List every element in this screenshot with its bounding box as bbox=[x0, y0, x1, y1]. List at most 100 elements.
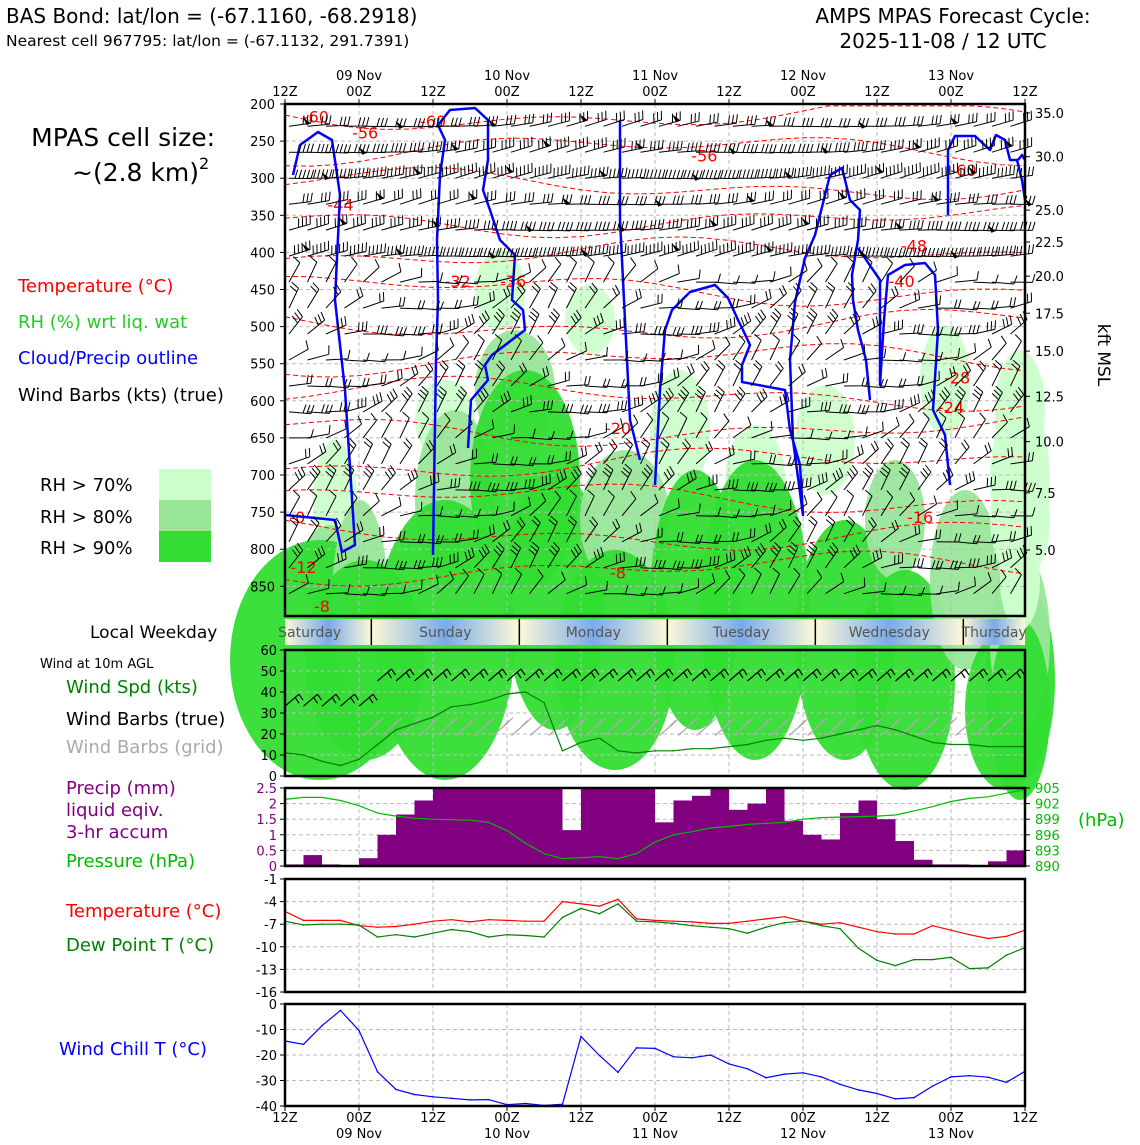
wind-barb bbox=[991, 548, 1013, 569]
dewpoint-line-point bbox=[524, 934, 527, 937]
wind-barb bbox=[806, 335, 823, 361]
true-wind-barb bbox=[710, 668, 729, 682]
precip-bar bbox=[507, 788, 526, 866]
wind-barb-pennant bbox=[635, 141, 644, 150]
wind-barb bbox=[584, 255, 595, 283]
wind-barb bbox=[455, 138, 479, 153]
cloud-outline bbox=[284, 130, 357, 554]
wind-barb bbox=[973, 553, 996, 569]
wind-barb bbox=[547, 221, 574, 232]
wind-barb bbox=[455, 386, 468, 413]
wind-barb bbox=[362, 189, 385, 205]
wind-chill-line-point bbox=[783, 1073, 786, 1075]
wind-barb bbox=[917, 370, 940, 387]
wind-barb bbox=[788, 214, 810, 231]
wind-barb bbox=[880, 585, 907, 596]
wind-barb bbox=[584, 580, 608, 595]
wind-barb bbox=[714, 550, 736, 569]
rh90-swatch bbox=[159, 531, 211, 562]
wind-barb bbox=[381, 117, 407, 128]
wind-barb bbox=[307, 442, 327, 465]
wind-barb bbox=[713, 385, 725, 413]
wind-barb bbox=[418, 440, 435, 465]
wind-barb bbox=[862, 582, 887, 595]
wind-barb bbox=[714, 336, 731, 361]
legend-temperature: Temperature (°C) bbox=[17, 276, 173, 297]
true-wind-barb bbox=[303, 693, 322, 707]
wind-barb bbox=[344, 521, 364, 543]
true-wind-barb bbox=[377, 668, 396, 682]
wind-barb bbox=[862, 283, 877, 309]
grid-wind-barb bbox=[529, 717, 551, 736]
wind-barb bbox=[418, 188, 440, 205]
wind-barb bbox=[399, 468, 419, 491]
wind-barb bbox=[640, 241, 663, 257]
wind-barb bbox=[658, 195, 684, 205]
date-label-bottom: 10 Nov bbox=[484, 1127, 530, 1140]
wind-chill-line-point bbox=[524, 1102, 527, 1105]
legend-wind-chill: Wind Chill T (°C) bbox=[59, 1039, 207, 1060]
wind-barb bbox=[529, 366, 550, 387]
dewpoint-line-point bbox=[543, 936, 545, 938]
isotherm-line bbox=[284, 483, 1026, 514]
wind-barb bbox=[936, 581, 960, 595]
wind-chill-line-point bbox=[395, 1088, 397, 1091]
wind-barb bbox=[806, 491, 823, 517]
legend-cloud-outline: Cloud/Precip outline bbox=[18, 348, 198, 369]
temperature-contour-label: -40 bbox=[889, 272, 915, 291]
wind-barb bbox=[529, 282, 541, 309]
pressure-tick-label: 902 bbox=[1035, 798, 1060, 813]
grid-wind-barb bbox=[770, 717, 791, 736]
grid-wind-barb bbox=[714, 717, 736, 736]
wind-barb bbox=[381, 388, 398, 413]
wind-barb bbox=[788, 334, 801, 361]
wind-barb bbox=[288, 489, 301, 517]
wind-barb bbox=[325, 143, 352, 154]
time-tick-label-top: 00Z bbox=[938, 85, 964, 100]
time-tick-label-top: 12Z bbox=[272, 85, 298, 100]
wind-barb bbox=[547, 281, 558, 309]
wind-speed-line-point bbox=[561, 750, 564, 752]
wind-barb bbox=[714, 169, 740, 180]
wind-barb-pennant bbox=[562, 197, 570, 206]
wind-speed-line-point bbox=[691, 747, 693, 750]
wind-speed-line-point bbox=[635, 752, 638, 754]
kft-tick-label: 22.5 bbox=[1035, 236, 1064, 251]
wind-barb bbox=[806, 515, 818, 543]
wind-barb bbox=[399, 580, 423, 595]
wind-barb bbox=[566, 165, 590, 179]
wind-barb bbox=[288, 374, 313, 387]
wind-barb bbox=[640, 110, 662, 127]
wind-barb bbox=[640, 412, 654, 439]
wind-barb bbox=[677, 469, 697, 491]
wind-speed-line-point bbox=[931, 741, 934, 744]
wind-barb bbox=[473, 219, 499, 231]
wind-speed-line-point bbox=[987, 745, 989, 748]
wind-barb bbox=[510, 136, 533, 153]
wind-barb bbox=[954, 362, 972, 387]
wind-barb bbox=[344, 490, 358, 517]
pressure-tick-label: 890 bbox=[1035, 860, 1060, 875]
wind-barb bbox=[991, 315, 1013, 335]
wind-speed-line-point bbox=[450, 705, 453, 708]
wind-barb bbox=[566, 256, 578, 283]
wind-barb bbox=[732, 312, 752, 335]
wind-barb bbox=[325, 168, 351, 179]
dewpoint-line-point bbox=[709, 926, 712, 929]
true-wind-barb bbox=[876, 668, 896, 682]
time-tick-label-top: 12Z bbox=[716, 85, 742, 100]
time-tick-label-bottom: 12Z bbox=[1012, 1111, 1038, 1126]
wind-barb bbox=[288, 192, 313, 205]
wind-barb bbox=[899, 162, 921, 179]
wind-barb bbox=[1010, 359, 1021, 387]
wind-barb bbox=[751, 289, 772, 309]
rh-blob bbox=[565, 285, 615, 355]
wind-barb bbox=[825, 542, 839, 569]
wind-barb bbox=[621, 110, 644, 127]
wind-barb bbox=[825, 449, 848, 465]
temperature-contour-label: -24 bbox=[938, 398, 964, 417]
true-wind-barb bbox=[784, 668, 803, 682]
cell-size-label: MPAS cell size: bbox=[31, 123, 215, 152]
temperature-line-point bbox=[876, 930, 878, 933]
precip-bar bbox=[414, 800, 433, 866]
